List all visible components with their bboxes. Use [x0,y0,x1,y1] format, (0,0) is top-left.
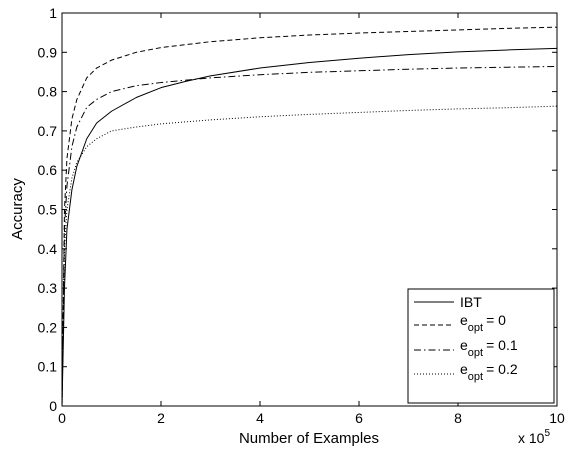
legend-label-eopt-01: eopt = 0.1 [460,337,518,359]
x-multiplier-exponent: 5 [544,428,550,439]
y-tick-label: 0 [49,398,57,414]
legend-label-ibt: IBT [460,294,482,310]
legend-label-eopt-0-value: = 0 [486,312,506,328]
y-tick-label: 0.8 [38,84,58,100]
y-tick-label: 0.9 [38,44,58,60]
series-line-eopt-01 [61,65,558,407]
legend-label-eopt-01-sub: opt [468,347,483,359]
x-multiplier-base: x 10 [518,430,545,446]
legend-label-eopt-02-base: e [460,361,468,377]
x-tick-label: 4 [256,410,264,426]
x-tick-label: 0 [58,410,66,426]
plot-area-frame [61,12,558,407]
legend: IBT eopt = 0 eopt = 0.1 eopt = 0.2 [407,288,555,404]
x-tick-label: 10 [549,410,565,426]
series-line-ibt [61,47,558,407]
x-axis-label: Number of Examples [239,430,379,447]
legend-label-eopt-0: eopt = 0 [460,312,506,334]
y-tick-label: 0.6 [38,162,58,178]
legend-label-eopt-02: eopt = 0.2 [460,361,518,383]
legend-label-eopt-01-base: e [460,337,468,353]
x-tick-label: 2 [157,410,165,426]
legend-label-eopt-0-base: e [460,312,468,328]
y-tick-label: 0.2 [38,319,58,335]
y-tick-label: 0.3 [38,280,58,296]
y-tick-label: 0.1 [38,359,58,375]
x-axis-multiplier: x 105 [518,428,550,446]
legend-label-eopt-02-sub: opt [468,371,483,383]
y-tick-label: 0.7 [38,123,58,139]
y-axis-label: Accuracy [9,178,26,240]
legend-label-eopt-01-value: = 0.1 [486,337,518,353]
series-line-eopt-0 [61,26,558,407]
series-line-eopt-02 [61,105,558,407]
legend-box [407,288,555,404]
y-tick-label: 0.4 [38,241,58,257]
y-tick-label: 0.5 [38,202,58,218]
x-tick-label: 6 [355,410,363,426]
legend-label-eopt-0-sub: opt [468,322,483,334]
x-tick-label: 8 [454,410,462,426]
legend-label-eopt-02-value: = 0.2 [486,361,518,377]
y-tick-label: 1 [49,5,57,21]
series-layer [61,26,558,407]
